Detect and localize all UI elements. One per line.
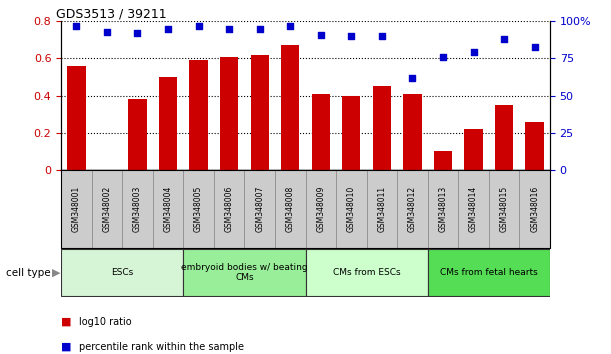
Text: CMs from fetal hearts: CMs from fetal hearts [440, 268, 538, 277]
Point [408, 75, 417, 81]
Text: GSM348013: GSM348013 [439, 186, 447, 232]
Bar [189, 60, 208, 170]
Text: GSM348012: GSM348012 [408, 186, 417, 232]
Point [499, 36, 509, 42]
Point [316, 32, 326, 38]
Point [224, 26, 234, 32]
Text: ■: ■ [61, 342, 71, 352]
Bar [183, 249, 306, 296]
Point [377, 33, 387, 39]
Point [163, 26, 173, 32]
Bar [495, 105, 513, 170]
Bar [159, 77, 177, 170]
Text: GSM348009: GSM348009 [316, 185, 325, 232]
Text: GSM348005: GSM348005 [194, 185, 203, 232]
Text: GSM348011: GSM348011 [378, 186, 386, 232]
Text: percentile rank within the sample: percentile rank within the sample [79, 342, 244, 352]
Text: cell type: cell type [6, 268, 51, 278]
Text: GSM348002: GSM348002 [103, 186, 111, 232]
Text: GSM348016: GSM348016 [530, 186, 539, 232]
Text: embryoid bodies w/ beating
CMs: embryoid bodies w/ beating CMs [181, 263, 308, 282]
Text: GSM348014: GSM348014 [469, 186, 478, 232]
Text: GSM348003: GSM348003 [133, 185, 142, 232]
Text: GSM348006: GSM348006 [225, 185, 233, 232]
Bar [128, 99, 147, 170]
Bar [428, 249, 550, 296]
Point [438, 54, 448, 60]
Point [102, 29, 112, 34]
Bar [281, 45, 299, 170]
Text: GDS3513 / 39211: GDS3513 / 39211 [56, 7, 167, 20]
Text: GSM348001: GSM348001 [72, 186, 81, 232]
Text: ESCs: ESCs [111, 268, 133, 277]
Text: GSM348004: GSM348004 [164, 185, 172, 232]
Text: log10 ratio: log10 ratio [79, 317, 132, 327]
Bar [312, 94, 330, 170]
Text: ▶: ▶ [52, 268, 60, 278]
Text: ■: ■ [61, 317, 71, 327]
Bar [434, 152, 452, 170]
Text: GSM348007: GSM348007 [255, 185, 264, 232]
Text: GSM348008: GSM348008 [286, 186, 295, 232]
Text: CMs from ESCs: CMs from ESCs [333, 268, 400, 277]
Bar [220, 57, 238, 170]
Bar [342, 96, 360, 170]
Bar [251, 55, 269, 170]
Point [469, 50, 478, 55]
Point [285, 23, 295, 29]
Bar [525, 122, 544, 170]
Bar [67, 66, 86, 170]
Point [133, 30, 142, 36]
Bar [373, 86, 391, 170]
Text: GSM348010: GSM348010 [347, 186, 356, 232]
Point [71, 23, 81, 29]
Bar [61, 249, 183, 296]
Point [346, 33, 356, 39]
Bar [306, 249, 428, 296]
Point [255, 26, 265, 32]
Bar [464, 129, 483, 170]
Point [194, 23, 203, 29]
Text: GSM348015: GSM348015 [500, 186, 508, 232]
Point [530, 44, 540, 49]
Bar [403, 94, 422, 170]
